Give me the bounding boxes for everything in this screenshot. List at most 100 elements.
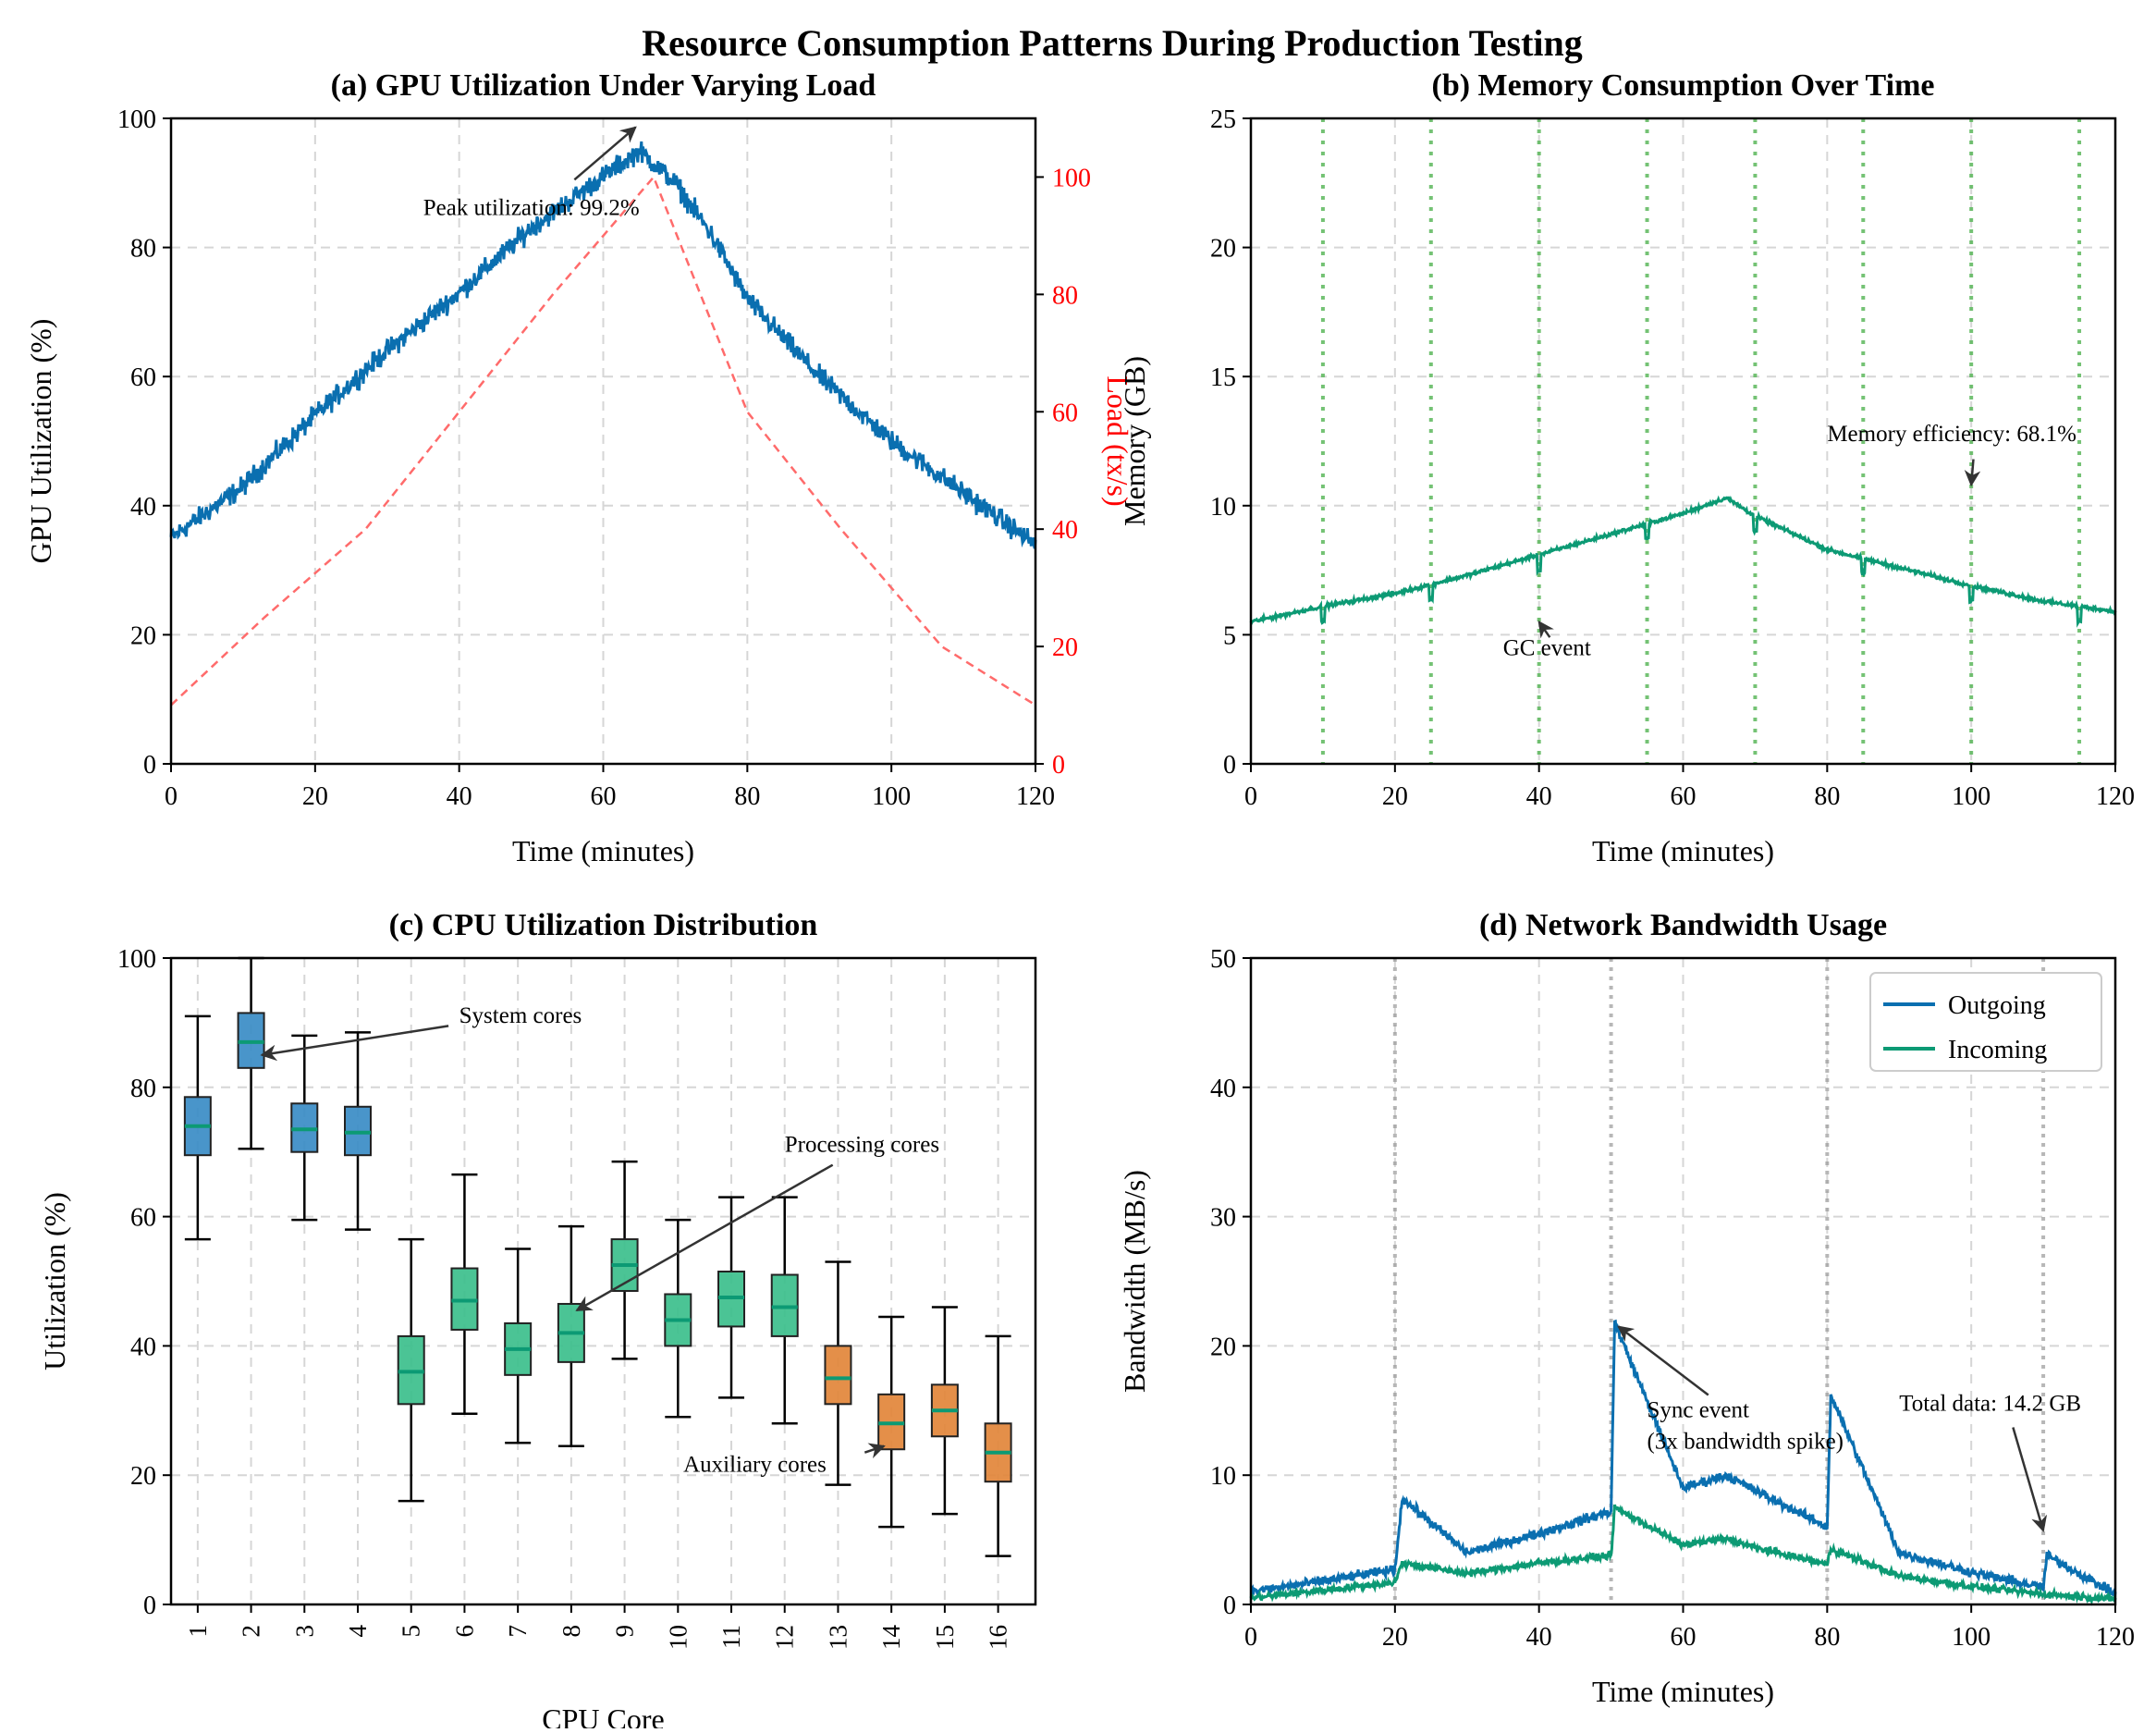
x-tick-label: 6: [450, 1625, 478, 1638]
x-tick-label: 100: [1952, 782, 1991, 811]
annotation-arrow: [260, 1025, 449, 1062]
legend-label: Outgoing: [1948, 991, 2046, 1020]
y-tick-label: 80: [130, 235, 156, 264]
y2-axis-label: Load (tx/s): [1101, 375, 1134, 506]
y-axis-label: GPU Utilization (%): [24, 319, 57, 564]
legend-label: Incoming: [1948, 1036, 2047, 1064]
y-tick-label: 60: [130, 363, 156, 392]
x-tick-label: 14: [877, 1625, 905, 1651]
annotation-text: Total data: 14.2 GB: [1899, 1391, 2081, 1416]
x-tick-label: 1: [184, 1625, 212, 1638]
y2-tick-label: 80: [1052, 281, 1078, 310]
panel-title: (d) Network Bandwidth Usage: [1479, 908, 1887, 942]
x-tick-label: 20: [302, 782, 328, 811]
x-tick-label: 13: [824, 1625, 851, 1650]
x-tick-label: 8: [557, 1625, 585, 1638]
y-tick-label: 5: [1223, 621, 1236, 650]
x-tick-label: 20: [1382, 782, 1408, 811]
legend-frame: [1869, 972, 2102, 1072]
x-tick-label: 7: [504, 1625, 532, 1638]
x-tick-label: 16: [985, 1625, 1012, 1650]
x-tick-label: 4: [344, 1625, 372, 1638]
y-tick-label: 100: [117, 945, 156, 974]
x-tick-label: 100: [872, 782, 911, 811]
series-load-line: [170, 175, 1036, 707]
x-tick-label: 100: [1952, 1623, 1991, 1652]
annotation-text: Sync event: [1648, 1397, 1749, 1422]
y-tick-label: 20: [1210, 235, 1236, 264]
y-tick-label: 80: [130, 1075, 156, 1103]
annotation-arrow: [2012, 1427, 2048, 1532]
y-tick-label: 15: [1210, 363, 1236, 392]
x-tick-label: 120: [2096, 782, 2135, 811]
panel-d: 0 10 20 30 40 50 0 20 40 60 80 100 120 (d) Network Ba…: [1118, 908, 2135, 1708]
y-axis-label: Bandwidth (MB/s): [1118, 1170, 1151, 1393]
y-axis-label: Utilization (%): [38, 1192, 71, 1370]
x-tick-label: 15: [931, 1625, 959, 1650]
x-tick-label: 40: [1526, 782, 1552, 811]
annotation-arrow: [1617, 1325, 1709, 1396]
annotation-text: Peak utilization: 99.2%: [423, 196, 640, 221]
y-tick-label: 20: [130, 621, 156, 650]
x-tick-label: 5: [398, 1625, 425, 1638]
x-tick-label: 60: [1671, 782, 1697, 811]
annotation-arrow: [575, 1163, 834, 1312]
x-tick-label: 0: [165, 782, 178, 811]
axes-frame: [1249, 956, 2117, 1606]
annotation-text: System cores: [459, 1003, 582, 1028]
x-tick-label: 80: [1814, 1623, 1840, 1652]
y-tick-label: 50: [1210, 945, 1236, 974]
annotation-arrow: [864, 1443, 886, 1459]
y-tick-label: 30: [1210, 1204, 1236, 1233]
box-body: [824, 1345, 852, 1406]
annotation-text: (3x bandwidth spike): [1648, 1429, 1844, 1454]
y-tick-label: 10: [1210, 1462, 1236, 1491]
y-tick-label: 0: [1223, 751, 1236, 780]
x-tick-label: 120: [2096, 1623, 2135, 1652]
panel-title: (b) Memory Consumption Over Time: [1432, 68, 1935, 103]
x-tick-label: 0: [1244, 1623, 1257, 1652]
x-tick-label: 120: [1016, 782, 1055, 811]
x-tick-label: 40: [447, 782, 472, 811]
series-memory-line: [1249, 495, 2117, 628]
y-tick-label: 40: [130, 493, 156, 522]
figure-suptitle: Resource Consumption Patterns During Pro…: [642, 22, 1583, 64]
x-tick-label: 60: [1671, 1623, 1697, 1652]
y-tick-label: 10: [1210, 493, 1236, 522]
annotation-text: GC event: [1503, 636, 1591, 661]
panel-title: (a) GPU Utilization Under Varying Load: [331, 68, 876, 103]
y2-tick-label: 60: [1052, 399, 1078, 427]
y2-tick-label: 100: [1052, 164, 1091, 192]
annotation-arrow: [573, 126, 637, 181]
axes-frame: [169, 956, 1037, 1606]
y2-tick-label: 20: [1052, 633, 1078, 662]
annotation-text: Processing cores: [785, 1133, 939, 1158]
x-tick-label: 60: [591, 782, 617, 811]
x-tick-label: 20: [1382, 1623, 1408, 1652]
x-axis-label: Time (minutes): [1592, 1675, 1774, 1708]
annotation-text: Memory efficiency: 68.1%: [1827, 422, 2076, 447]
series-incoming-line: [1249, 1504, 2117, 1606]
series-outgoing-line: [1250, 1319, 2117, 1599]
y2-tick-label: 40: [1052, 516, 1078, 545]
y-tick-label: 25: [1210, 105, 1236, 134]
x-axis-label: CPU Core: [542, 1702, 664, 1728]
annotation-arrow: [1964, 459, 1981, 487]
y-tick-label: 20: [1210, 1333, 1236, 1361]
x-tick-label: 12: [771, 1625, 799, 1650]
x-tick-label: 80: [734, 782, 760, 811]
panel-b: 0 5 10 15 20 25 0 20 40 60 80 100 120 (b) Memory Cons…: [1118, 68, 2135, 867]
x-axis-label: Time (minutes): [1592, 834, 1774, 867]
x-tick-label: 2: [238, 1625, 265, 1638]
x-axis-label: Time (minutes): [512, 834, 694, 867]
x-tick-label: 9: [611, 1625, 639, 1638]
axes-frame: [1249, 117, 2117, 766]
series-gpu-line: [169, 141, 1037, 549]
y-tick-label: 0: [1223, 1592, 1236, 1620]
annotation-text: Auxiliary cores: [683, 1453, 827, 1478]
x-tick-label: 80: [1814, 782, 1840, 811]
